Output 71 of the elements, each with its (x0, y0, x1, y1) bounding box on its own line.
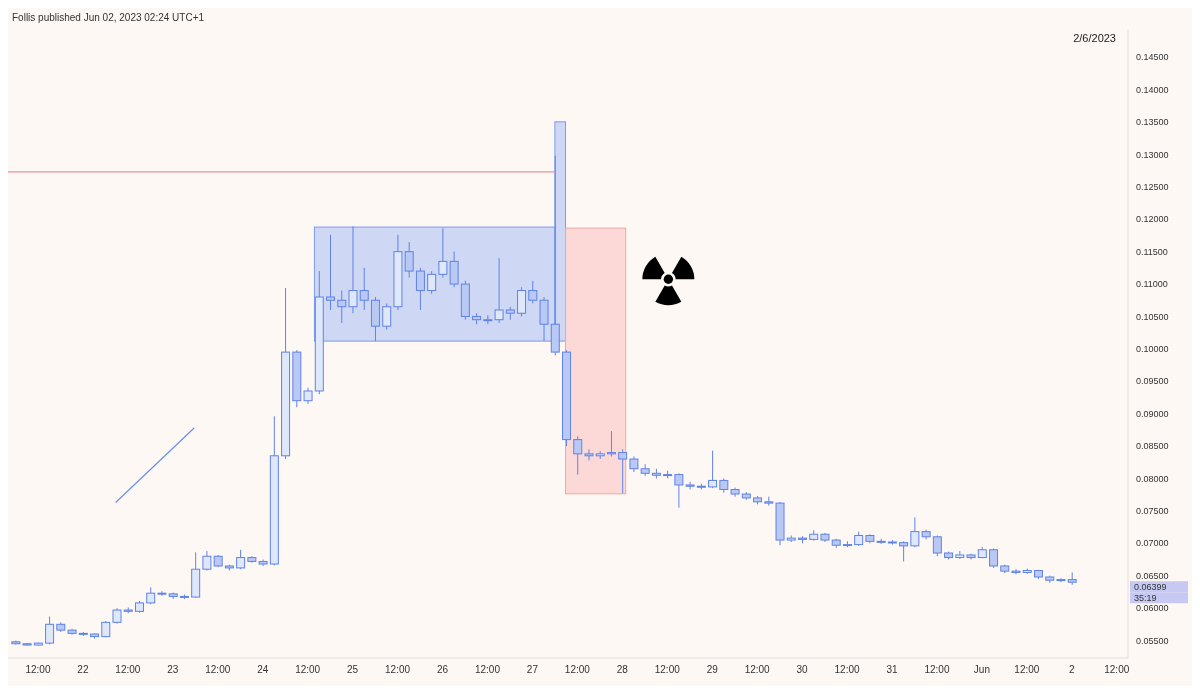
y-tick-label: 0.10000 (1136, 344, 1169, 355)
text: Follis published Jun 02, 2023 02:24 UTC+1 (12, 12, 205, 23)
x-tick-label: 22 (77, 664, 89, 676)
y-tick-label: 0.05500 (1136, 635, 1169, 646)
chart-subtitle: 2/6/2023 (1073, 32, 1116, 44)
x-tick-label: 24 (257, 664, 269, 676)
candlestick (45, 616, 55, 645)
y-tick-label: 0.07500 (1136, 506, 1169, 517)
x-tick-label: 12:00 (654, 664, 681, 676)
candlestick (708, 450, 718, 489)
x-tick-label: 27 (526, 664, 539, 676)
y-tick-label: 0.09500 (1136, 376, 1169, 387)
y-tick-label: 0.12000 (1136, 214, 1169, 225)
y-tick-label: 0.09000 (1136, 408, 1169, 419)
x-tick-label: 12:00 (115, 664, 141, 676)
y-tick-label: 0.06000 (1136, 603, 1169, 614)
x-tick-label: 12:00 (25, 664, 51, 676)
candlestick (584, 448, 594, 461)
y-tick-label: 0.08500 (1136, 441, 1169, 452)
candlestick (348, 225, 358, 314)
y-tick-label: 0.13500 (1136, 117, 1169, 128)
candlestick (382, 302, 392, 330)
x-tick-label: 31 (886, 664, 899, 676)
x-tick-label: 26 (436, 664, 449, 676)
y-tick-label: 0.12500 (1136, 182, 1169, 193)
x-tick-label: 12:00 (1014, 664, 1040, 676)
candlestick (494, 257, 504, 324)
x-tick-label: 12:00 (385, 664, 411, 676)
candlestick (528, 280, 538, 304)
y-tick-label: 0.07000 (1136, 538, 1169, 549)
x-tick-label: 12:00 (744, 664, 771, 676)
candlestick (157, 590, 167, 597)
candlestick (404, 241, 414, 279)
x-tick-label: 28 (616, 664, 629, 676)
candlestick (573, 435, 583, 476)
candlestick (415, 267, 425, 311)
y-tick-label: 0.14500 (1136, 52, 1169, 63)
y-tick-label: 0.10500 (1136, 311, 1169, 322)
y-tick-label: 0.14000 (1136, 84, 1169, 95)
text: 35:19 (1134, 592, 1157, 603)
candlestick (899, 540, 909, 562)
candlestick (1056, 577, 1066, 583)
candlestick (989, 547, 999, 569)
y-tick-label: 0.06500 (1136, 570, 1169, 581)
y-tick-label: 0.11500 (1136, 246, 1168, 257)
candlestick (539, 296, 549, 342)
text: 0.06399 (1134, 581, 1167, 592)
candlestick (326, 234, 336, 311)
candlestick (618, 448, 628, 494)
x-tick-label: Jun (973, 664, 990, 676)
y-tick-label: 0.13000 (1136, 149, 1169, 160)
x-tick-label: 12:00 (474, 664, 501, 676)
candlestick (606, 430, 616, 457)
x-tick-label: 30 (796, 664, 809, 676)
x-tick-label: 12:00 (834, 664, 861, 676)
x-tick-label: 12:00 (1104, 664, 1130, 676)
candlestick (517, 286, 527, 317)
x-tick-label: 12:00 (205, 664, 231, 676)
y-tick-label: 0.11000 (1136, 279, 1168, 290)
candlestick (1011, 568, 1021, 575)
candlestick (359, 267, 369, 311)
x-tick-label: 2 (1069, 664, 1076, 676)
candlestick (427, 270, 437, 295)
x-tick-label: 12:00 (564, 664, 591, 676)
x-tick-label: 12:00 (924, 664, 950, 676)
x-tick-label: 12:00 (295, 664, 321, 676)
candlestick (337, 290, 347, 324)
x-tick-label: 23 (167, 664, 179, 676)
x-tick-label: 25 (347, 664, 359, 676)
x-tick-label: 29 (706, 664, 719, 676)
y-tick-label: 0.08000 (1136, 473, 1169, 484)
